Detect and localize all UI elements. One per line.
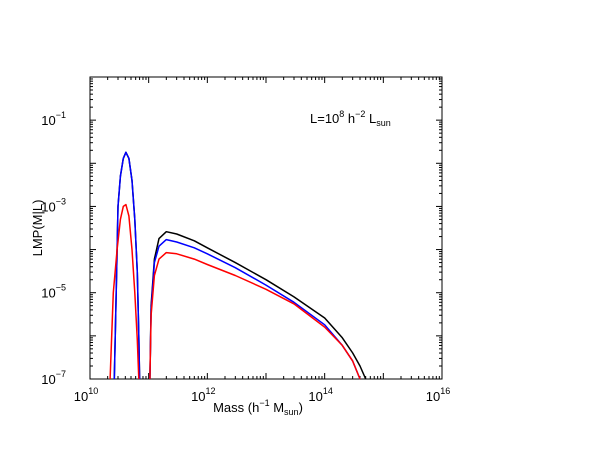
y-tick-label: 10−5 [41,283,66,301]
axis-ticks [89,76,443,380]
chart-annotation: L=108 h−2 Lsun [310,109,391,128]
x-tick-label: 1016 [426,386,450,404]
y-tick-label: 10−3 [41,196,66,214]
series-group [109,151,367,380]
axis-tick-labels: 1010 1012 1014 1016 10−1 10−3 10−5 10−7 [41,110,450,404]
x-tick-label: 1012 [191,386,215,404]
y-axis-title: LMP(M|L) [30,200,45,257]
series-line-2 [109,203,361,380]
y-tick-label: 10−1 [41,110,66,128]
x-axis-title: Mass (h−1 Msun) [213,398,303,417]
x-tick-label: 1010 [74,386,98,404]
x-tick-label: 1014 [308,386,332,404]
series-line-0 [113,151,367,380]
y-tick-label: 10−7 [41,369,66,387]
